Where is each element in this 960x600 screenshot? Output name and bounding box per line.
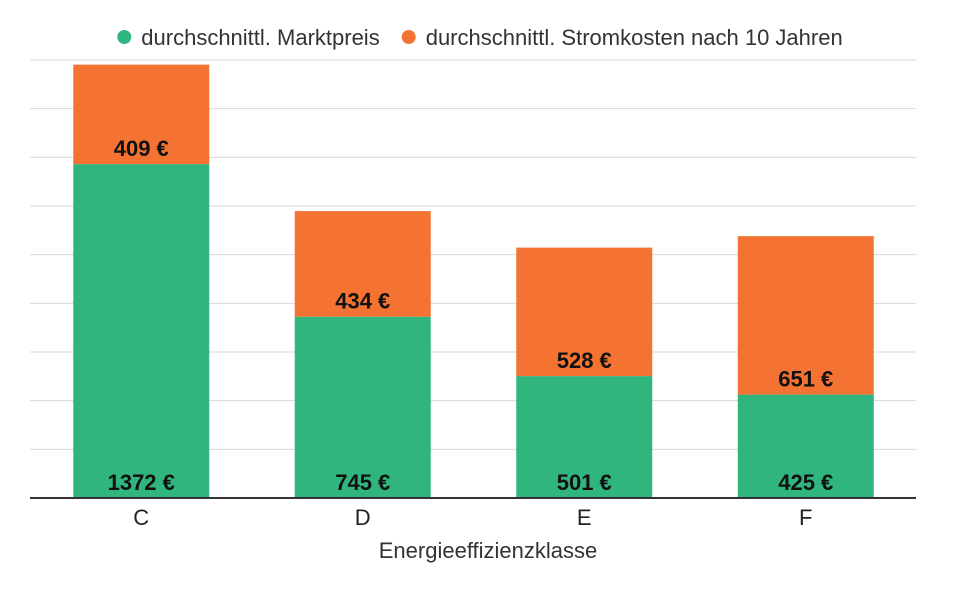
- legend-label: durchschnittl. Stromkosten nach 10 Jahre…: [426, 25, 843, 50]
- bar-D-series-2: [294, 211, 431, 317]
- bar-E-series-1: [516, 376, 653, 498]
- legend: durchschnittl. Marktpreis durchschnittl. …: [117, 25, 843, 50]
- data-label: 425 €: [778, 470, 833, 495]
- legend-marker-icon: [401, 30, 416, 44]
- data-label: 409 €: [114, 136, 169, 161]
- bar-F-series-2: [737, 236, 874, 395]
- x-axis-title: Energieeffizienzklasse: [379, 538, 598, 563]
- data-label: 501 €: [557, 470, 612, 495]
- legend-item: durchschnittl. Marktpreis: [117, 25, 380, 50]
- data-label: 1372 €: [108, 470, 175, 495]
- legend-label: durchschnittl. Marktpreis: [141, 25, 379, 50]
- data-label: 434 €: [335, 289, 390, 314]
- x-tick-label: F: [799, 505, 812, 530]
- x-axis-ticks: C D E F: [133, 505, 812, 530]
- x-tick-label: C: [133, 505, 149, 530]
- data-label: 651 €: [778, 367, 833, 392]
- bar-C-series-1: [73, 164, 210, 498]
- x-tick-label: D: [355, 505, 371, 530]
- bars: [73, 64, 874, 498]
- legend-item: durchschnittl. Stromkosten nach 10 Jahre…: [401, 25, 843, 50]
- bar-F-series-1: [737, 394, 874, 498]
- legend-marker-icon: [117, 30, 132, 44]
- data-labels: 1372 € 409 € 745 € 434 € 501 € 528 € 425 € 651 …: [108, 136, 834, 495]
- bar-E-series-2: [516, 247, 653, 377]
- bar-D-series-1: [294, 316, 431, 498]
- bar-C-series-2: [73, 64, 210, 165]
- data-label: 528 €: [557, 348, 612, 373]
- data-label: 745 €: [335, 470, 390, 495]
- x-tick-label: E: [577, 505, 592, 530]
